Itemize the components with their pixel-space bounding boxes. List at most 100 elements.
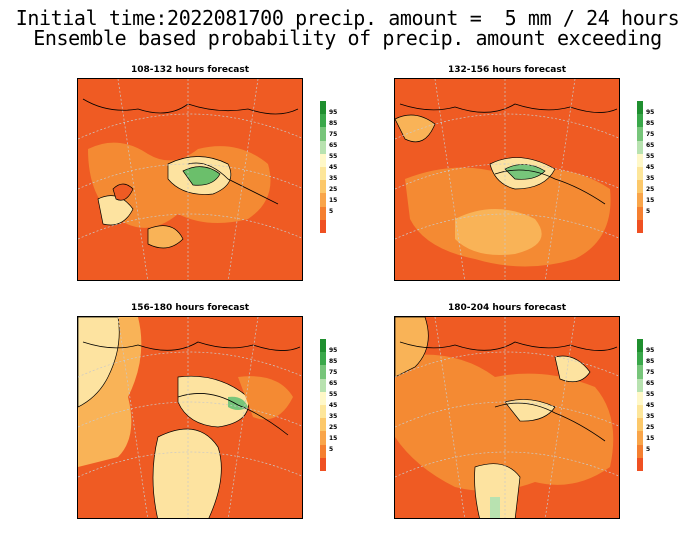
coastline bbox=[82, 341, 301, 351]
colorbar-segment bbox=[637, 140, 643, 154]
colorbar-segment bbox=[637, 153, 643, 167]
colorbar-segment bbox=[637, 378, 643, 392]
figure-title-line-1: Initial time:2022081700 precip. amount =… bbox=[15, 6, 680, 30]
colorbar-label: 25 bbox=[329, 186, 338, 193]
colorbar-label: 95 bbox=[646, 347, 655, 354]
colorbar-label: 5 bbox=[646, 208, 651, 215]
colorbar-label: 75 bbox=[646, 369, 655, 376]
colorbar-label: 75 bbox=[329, 369, 338, 376]
map-graphic bbox=[78, 317, 302, 518]
colorbar-label: 15 bbox=[329, 435, 338, 442]
region-mid bbox=[395, 354, 614, 491]
map-graphic bbox=[395, 317, 619, 518]
map-graphic bbox=[395, 79, 619, 280]
colorbar-label: 15 bbox=[646, 435, 655, 442]
colorbar-segment bbox=[637, 352, 643, 366]
colorbar-segment bbox=[637, 127, 643, 141]
colorbar-label: 65 bbox=[646, 142, 655, 149]
colorbar-label: 55 bbox=[329, 391, 338, 398]
colorbar-label: 85 bbox=[329, 120, 338, 127]
colorbar-segment bbox=[320, 339, 326, 353]
colorbar-segment bbox=[320, 153, 326, 167]
colorbar-label: 25 bbox=[329, 424, 338, 431]
region-pale bbox=[97, 195, 134, 226]
colorbar-segment bbox=[637, 444, 643, 458]
colorbar-segment bbox=[637, 193, 643, 207]
colorbar bbox=[320, 339, 326, 471]
colorbar-label: 45 bbox=[329, 402, 338, 409]
colorbar-label: 65 bbox=[329, 142, 338, 149]
colorbar-segment bbox=[320, 114, 326, 128]
colorbar-label: 35 bbox=[329, 413, 338, 420]
region-pale bbox=[78, 317, 120, 408]
region-light bbox=[147, 225, 184, 249]
colorbar-segment bbox=[320, 365, 326, 379]
colorbar-segment bbox=[320, 378, 326, 392]
region-base bbox=[112, 183, 134, 201]
coastline bbox=[177, 393, 289, 436]
colorbar-label: 5 bbox=[329, 208, 334, 215]
colorbar-label: 85 bbox=[646, 120, 655, 127]
region-pale bbox=[474, 463, 521, 518]
region-green bbox=[182, 166, 221, 186]
colorbar-label: 35 bbox=[329, 175, 338, 182]
colorbar-segment bbox=[637, 391, 643, 405]
colorbar-segment bbox=[637, 180, 643, 194]
colorbar-segment bbox=[320, 140, 326, 154]
colorbar-segment bbox=[637, 457, 643, 471]
region-pale bbox=[554, 355, 591, 383]
coastline bbox=[494, 402, 606, 442]
map-graphic bbox=[78, 79, 302, 280]
colorbar-segment bbox=[637, 101, 643, 115]
probability-map bbox=[77, 316, 303, 519]
colorbar bbox=[320, 101, 326, 233]
colorbar-label: 75 bbox=[329, 131, 338, 138]
panel-title: 132-156 hours forecast bbox=[447, 65, 567, 75]
coastline bbox=[187, 162, 279, 205]
probability-map bbox=[394, 316, 620, 519]
colorbar-segment bbox=[637, 418, 643, 432]
colorbar-label: 25 bbox=[646, 424, 655, 431]
region-green bbox=[504, 164, 546, 180]
colorbar-segment bbox=[320, 219, 326, 233]
colorbar-segment bbox=[637, 219, 643, 233]
coastline bbox=[399, 341, 618, 351]
colorbar-label: 85 bbox=[329, 358, 338, 365]
colorbar-segment bbox=[320, 404, 326, 419]
panel-title: 180-204 hours forecast bbox=[447, 303, 567, 313]
colorbar-segment bbox=[320, 418, 326, 432]
colorbar-segment bbox=[320, 127, 326, 141]
region-pale bbox=[504, 399, 556, 422]
colorbar-label: 55 bbox=[646, 391, 655, 398]
region-green bbox=[490, 497, 500, 518]
colorbar-label: 45 bbox=[646, 164, 655, 171]
panel-title: 156-180 hours forecast bbox=[130, 303, 250, 313]
colorbar-label: 45 bbox=[329, 164, 338, 171]
colorbar-segment bbox=[320, 352, 326, 366]
region-light bbox=[455, 209, 542, 255]
colorbar-segment bbox=[320, 180, 326, 194]
colorbar-label: 65 bbox=[329, 380, 338, 387]
colorbar-label: 15 bbox=[646, 197, 655, 204]
coastline bbox=[399, 103, 618, 113]
colorbar bbox=[637, 101, 643, 233]
colorbar-label: 55 bbox=[329, 153, 338, 160]
colorbar-segment bbox=[637, 166, 643, 181]
colorbar bbox=[637, 339, 643, 471]
colorbar-segment bbox=[320, 101, 326, 115]
colorbar-label: 55 bbox=[646, 153, 655, 160]
coastline bbox=[494, 169, 606, 205]
colorbar-label: 65 bbox=[646, 380, 655, 387]
colorbar-segment bbox=[320, 166, 326, 181]
region-mid bbox=[238, 376, 293, 420]
colorbar-segment bbox=[637, 365, 643, 379]
colorbar-segment bbox=[637, 114, 643, 128]
colorbar-label: 95 bbox=[329, 347, 338, 354]
probability-map bbox=[77, 78, 303, 281]
colorbar-label: 75 bbox=[646, 131, 655, 138]
colorbar-segment bbox=[637, 431, 643, 445]
colorbar-segment bbox=[320, 206, 326, 220]
colorbar-label: 35 bbox=[646, 413, 655, 420]
colorbar-label: 85 bbox=[646, 358, 655, 365]
colorbar-label: 95 bbox=[329, 109, 338, 116]
